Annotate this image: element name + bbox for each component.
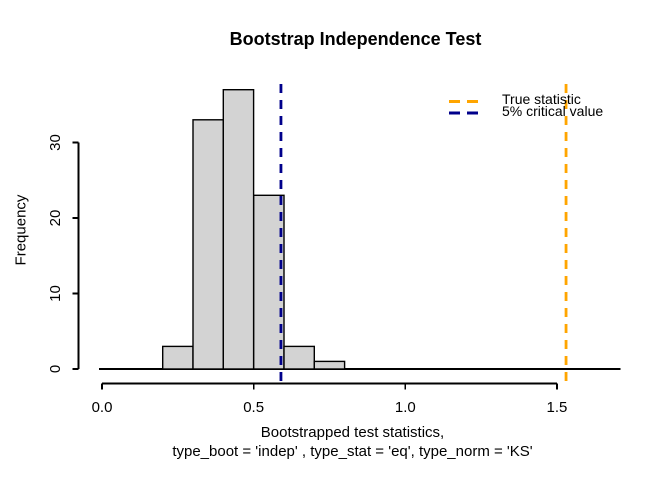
y-tick-label-3: 30 bbox=[47, 134, 64, 151]
histogram-bar-3 bbox=[252, 194, 285, 370]
x-tick-label-1: 0.5 bbox=[243, 399, 264, 416]
legend-label-true-statistic: True statistic bbox=[502, 91, 581, 107]
histogram-bar-5 bbox=[313, 360, 346, 370]
x-axis-title: Bootstrapped test statistics, type_boot … bbox=[76, 423, 629, 461]
y-axis-title: Frequency bbox=[12, 194, 30, 266]
y-tick-label-2: 20 bbox=[47, 210, 64, 227]
legend-label-critical-value: 5% critical value bbox=[502, 102, 604, 119]
x-tick-label-0: 0.0 bbox=[92, 399, 113, 416]
legend: True statistic 5% critical value bbox=[502, 91, 604, 119]
x-axis-title-line1: Bootstrapped test statistics, bbox=[260, 424, 445, 441]
histogram-bar-0 bbox=[161, 345, 194, 370]
histogram-bar-4 bbox=[283, 345, 315, 370]
x-tick-label-3: 1.5 bbox=[547, 399, 568, 416]
chart-title: Bootstrap Independence Test bbox=[229, 29, 482, 49]
x-axis-title-line2: type_boot = 'indep' , type_stat = 'eq', … bbox=[172, 443, 533, 460]
x-tick-label-2: 1.0 bbox=[395, 399, 416, 416]
histogram-bar-1 bbox=[192, 119, 224, 370]
histogram-bar-2 bbox=[222, 88, 255, 370]
y-tick-label-1: 10 bbox=[47, 285, 64, 302]
y-tick-label-0: 0 bbox=[47, 365, 64, 373]
